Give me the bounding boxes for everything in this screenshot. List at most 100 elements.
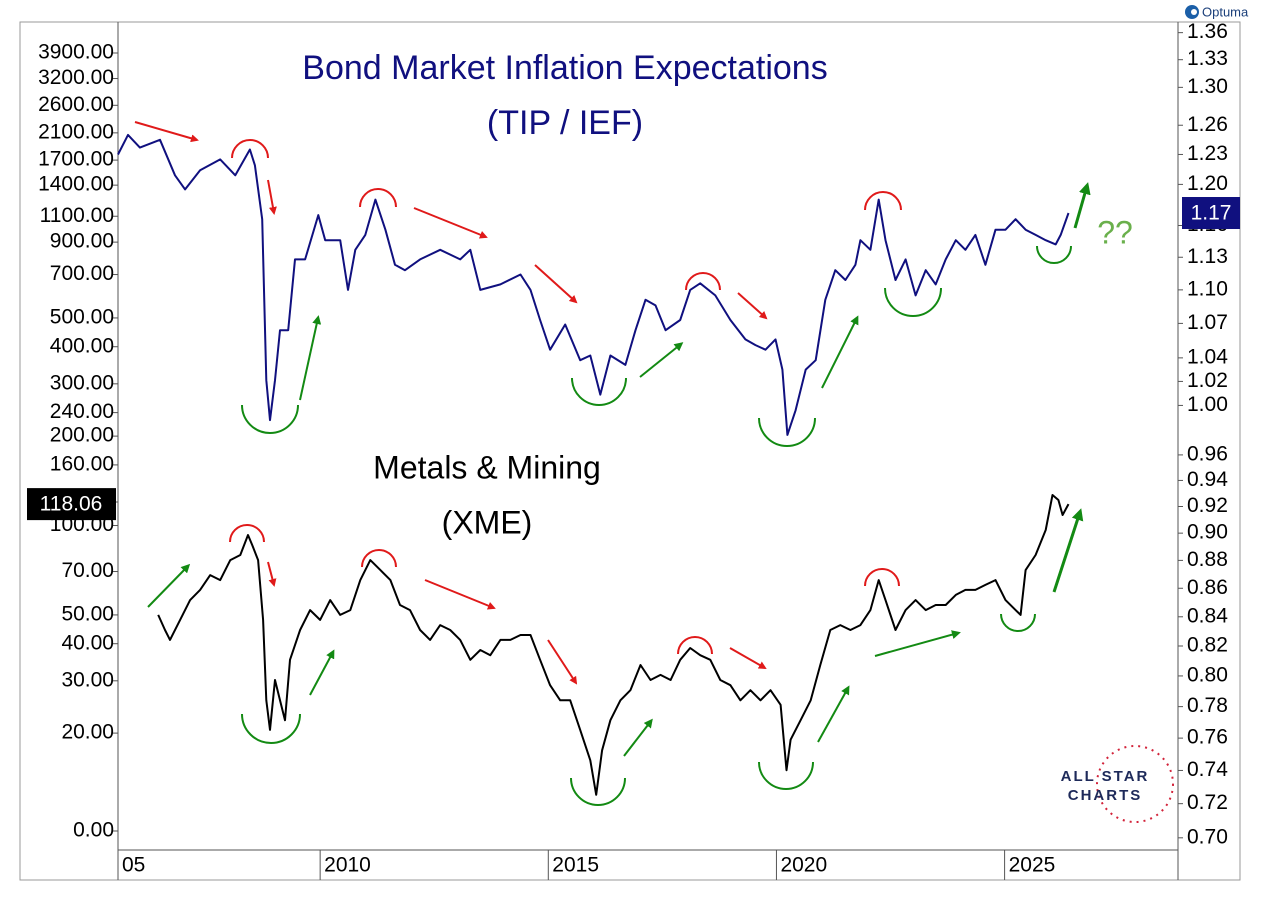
arrow (737, 292, 768, 320)
bottom-arc (1000, 613, 1036, 632)
y2-tick-label: 0.90 (1187, 521, 1228, 544)
arrow (267, 561, 277, 587)
arrow (729, 647, 767, 669)
series-title: (TIP / IEF) (487, 104, 643, 142)
y-tick-label: 900.00 (50, 230, 114, 253)
y2-tick-label: 1.20 (1187, 172, 1228, 195)
y2-tick-label: 1.30 (1187, 75, 1228, 98)
y-tick-label: 300.00 (50, 371, 114, 394)
y-tick-label: 400.00 (50, 334, 114, 357)
x-tick-label: 2025 (1009, 854, 1056, 877)
arrow (547, 639, 578, 685)
y-tick-label: 1400.00 (38, 173, 114, 196)
arrow (309, 649, 335, 696)
bottom-arc (571, 377, 627, 406)
arrow (424, 579, 496, 610)
top-arc (864, 191, 902, 211)
y-tick-label: 200.00 (50, 424, 114, 447)
y2-tick-label: 1.04 (1187, 345, 1228, 368)
y-tick-label: 50.00 (61, 602, 114, 625)
y2-tick-label: 0.86 (1187, 576, 1228, 599)
top-arc (359, 188, 397, 208)
arrow (147, 563, 191, 608)
y2-tick-label: 0.76 (1187, 726, 1228, 749)
frame (19, 21, 1241, 881)
y-tick-label: 3200.00 (38, 66, 114, 89)
bottom-arc (570, 777, 626, 806)
series-line (117, 133, 1070, 436)
arrow (817, 685, 850, 743)
y-tick-label: 2600.00 (38, 93, 114, 116)
logo-icon (1191, 9, 1197, 15)
top-arc (229, 524, 265, 543)
y2-tick-label: 1.00 (1187, 393, 1228, 416)
x-tick-label: 05 (122, 854, 145, 877)
bottom-arc (758, 417, 816, 447)
badge-box (27, 488, 116, 521)
y-tick-label: 240.00 (50, 400, 114, 423)
green-annotations (147, 182, 1091, 806)
y-tick-label: 0.00 (73, 819, 114, 842)
y-tick-label: 70.00 (61, 559, 114, 582)
watermark-text: CHARTS (1068, 787, 1143, 804)
watermark: ALL STAR CHARTS (1061, 745, 1174, 823)
bottom-arc (241, 404, 299, 434)
brand-name: Optuma (1202, 4, 1249, 19)
y2-tick-label: 0.78 (1187, 694, 1228, 717)
x-tick-label: 2020 (780, 854, 827, 877)
badge-label: 118.06 (40, 493, 103, 516)
y2-tick-label: 0.74 (1187, 758, 1228, 781)
arrow (299, 315, 322, 401)
y2-tick-label: 1.33 (1187, 47, 1228, 70)
arrow (639, 342, 684, 378)
watermark-ring (1096, 745, 1174, 823)
arrow (534, 264, 578, 304)
arrow (134, 121, 199, 143)
y-tick-label: 160.00 (50, 452, 114, 475)
arrow (1073, 182, 1091, 229)
arrow (267, 179, 277, 215)
x-tick-label: 2015 (552, 854, 599, 877)
bottom-arc (884, 287, 942, 317)
y2-tick-label: 1.07 (1187, 311, 1228, 334)
y-tick-label: 500.00 (50, 305, 114, 328)
annotation: ?? (1097, 214, 1133, 250)
bottom-arc (241, 713, 301, 744)
y2-tick-label: 0.82 (1187, 634, 1228, 657)
bottom-arc (1036, 245, 1072, 264)
y-tick-label: 2100.00 (38, 120, 114, 143)
y2-tick-label: 1.02 (1187, 369, 1228, 392)
arrow (821, 315, 859, 389)
x-tick-label: 2010 (324, 854, 371, 877)
series-title: (XME) (442, 504, 533, 540)
y-tick-label: 30.00 (61, 668, 114, 691)
y-tick-label: 700.00 (50, 262, 114, 285)
y2-tick-label: 1.36 (1187, 20, 1228, 43)
arrow (623, 718, 653, 757)
y-tick-label: 1100.00 (40, 204, 114, 227)
bottom-arc (758, 761, 814, 790)
series-title: Metals & Mining (373, 449, 601, 485)
top-arc (361, 549, 397, 568)
y2-tick-label: 1.23 (1187, 142, 1228, 165)
y2-tick-label: 1.10 (1187, 277, 1228, 300)
top-arc (231, 139, 269, 159)
series-title: Bond Market Inflation Expectations (302, 49, 827, 87)
y-tick-label: 1700.00 (38, 148, 114, 171)
y2-tick-label: 0.84 (1187, 604, 1228, 627)
top-arc (864, 568, 900, 587)
arrow (874, 630, 961, 657)
y2-tick-label: 0.72 (1187, 791, 1228, 814)
y2-tick-label: 0.96 (1187, 442, 1228, 465)
y2-tick-label: 0.88 (1187, 548, 1228, 571)
top-arc (677, 636, 713, 655)
y2-tick-label: 0.70 (1187, 825, 1228, 848)
y2-tick-label: 1.26 (1187, 113, 1228, 136)
arrow (1052, 508, 1084, 593)
watermark-text: ALL STAR (1061, 768, 1150, 785)
arrow (413, 207, 488, 239)
last-value-badge: 118.06 (27, 488, 116, 521)
y-tick-label: 40.00 (61, 631, 114, 654)
